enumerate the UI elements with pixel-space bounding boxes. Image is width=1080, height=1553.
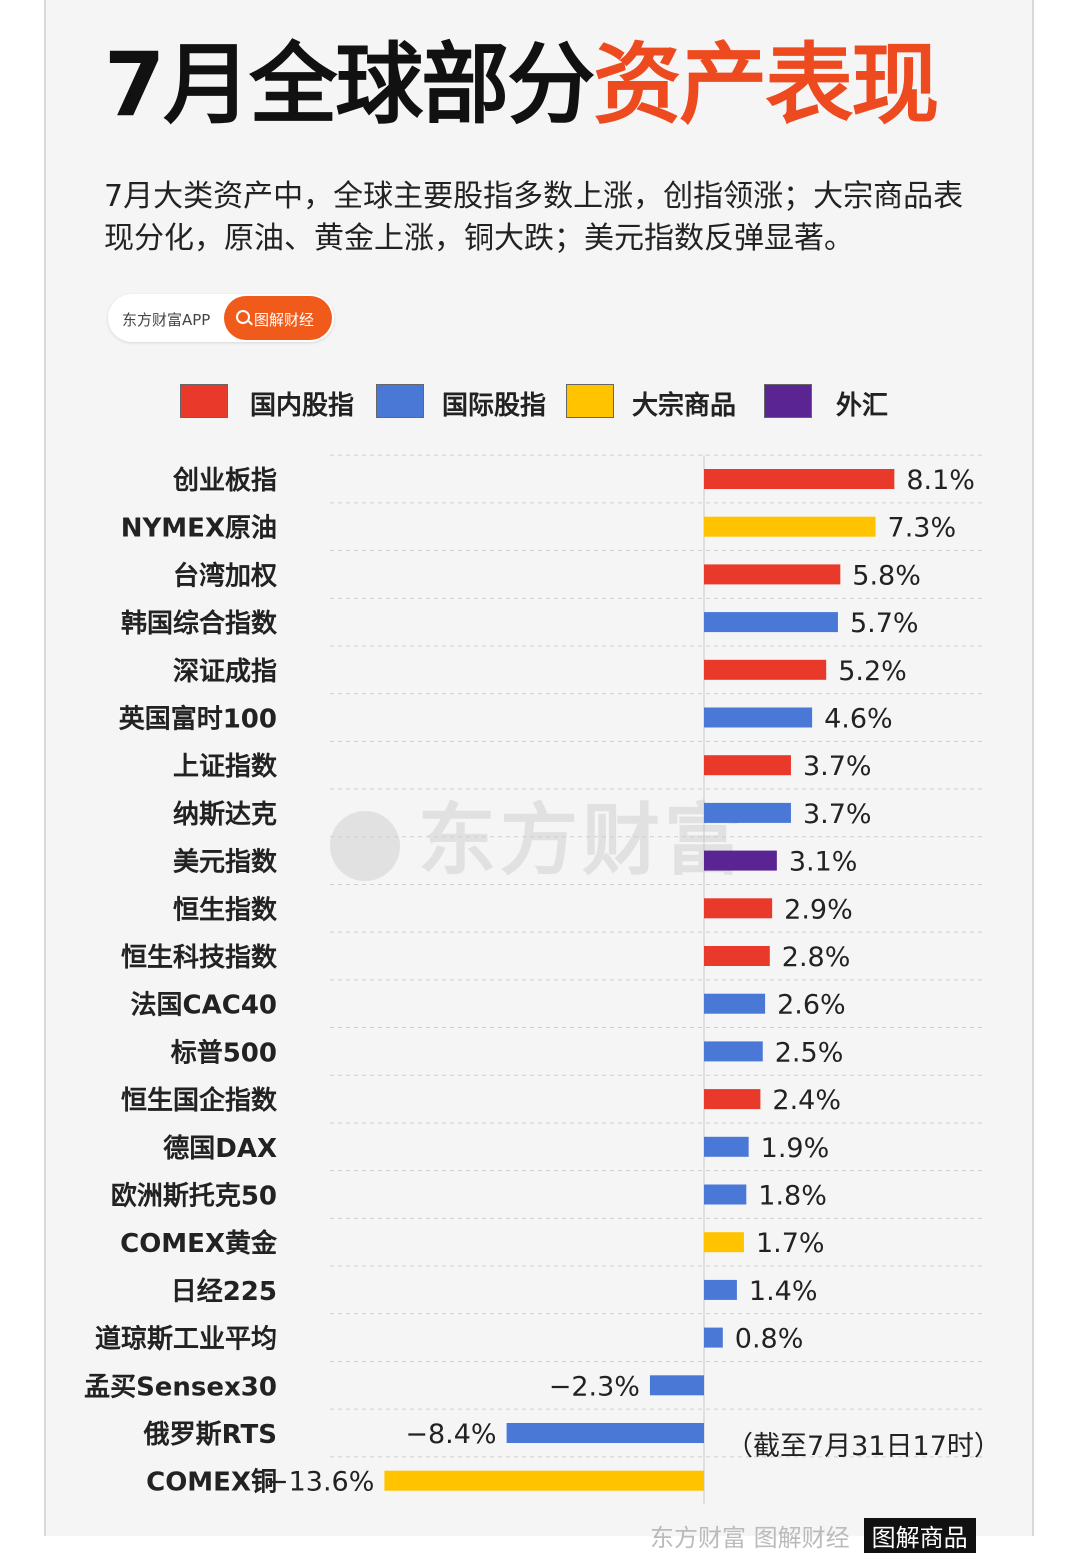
category-label: 恒生国企指数	[121, 1085, 278, 1116]
value-label: 3.7%	[803, 799, 872, 830]
value-label: 7.3%	[888, 513, 957, 544]
bar	[704, 659, 827, 680]
watermark: 东方财富	[330, 778, 746, 890]
bar	[704, 1136, 749, 1157]
legend-label-international: 国际股指	[442, 391, 547, 421]
value-label: −2.3%	[549, 1371, 640, 1402]
bar	[704, 1279, 737, 1300]
bar	[704, 1327, 723, 1348]
legend-swatch-commodity	[566, 384, 614, 418]
bar	[384, 1470, 704, 1491]
legend-label-domestic: 国内股指	[250, 391, 355, 421]
legend-label-fx: 外汇	[836, 391, 889, 421]
bar	[704, 1232, 744, 1253]
summary-text: 7月大类资产中，全球主要股指多数上涨，创指领涨；大宗商品表现分化，原油、黄金上涨…	[104, 179, 964, 256]
date-note: （截至7月31日17时）	[726, 1431, 1001, 1462]
value-label: 1.7%	[756, 1228, 825, 1259]
value-label: −13.6%	[266, 1467, 374, 1498]
value-label: 1.8%	[758, 1181, 827, 1212]
value-label: 5.7%	[850, 608, 919, 639]
category-label: 纳斯达克	[173, 799, 277, 830]
bar	[704, 1041, 763, 1062]
bar	[704, 1184, 747, 1205]
category-label: 日经225	[171, 1276, 277, 1307]
category-label: 英国富时100	[119, 704, 277, 735]
bar	[506, 1423, 704, 1443]
value-label: 2.6%	[777, 990, 846, 1021]
bar	[704, 850, 777, 871]
brand-app-label: 东方财富APP	[122, 311, 211, 329]
bar	[704, 564, 841, 585]
value-label: 2.9%	[784, 894, 853, 925]
bar	[704, 898, 773, 919]
category-label: NYMEX原油	[121, 514, 277, 544]
category-label: 德国DAX	[163, 1134, 277, 1164]
category-label: 俄罗斯RTS	[143, 1420, 277, 1450]
bar	[649, 1375, 704, 1396]
category-label: 上证指数	[173, 752, 278, 782]
value-label: 5.8%	[852, 560, 921, 591]
brand-badge: 东方财富APP 图解财经	[108, 294, 334, 342]
bar	[704, 755, 791, 776]
bar	[704, 993, 766, 1014]
bar	[704, 946, 770, 966]
value-label: 2.5%	[775, 1037, 844, 1068]
category-label: 孟买Sensex30	[84, 1372, 277, 1402]
value-label: 5.2%	[838, 656, 907, 687]
brand-pill-button[interactable]: 图解财经	[224, 296, 332, 340]
category-label: 深证成指	[173, 657, 277, 687]
bar	[704, 612, 838, 633]
value-label: 1.4%	[749, 1276, 818, 1307]
value-label: 4.6%	[824, 704, 893, 735]
value-label: 0.8%	[735, 1324, 804, 1355]
value-label: 2.4%	[772, 1085, 841, 1116]
bar	[704, 1089, 761, 1110]
category-label: COMEX铜	[146, 1468, 277, 1498]
legend-swatch-international	[376, 384, 424, 418]
watermark-logo-icon	[330, 810, 400, 881]
value-label: 8.1%	[906, 465, 975, 496]
page-title: 7月全球部分资产表现	[104, 30, 939, 140]
search-icon	[236, 310, 250, 324]
legend-label-commodity: 大宗商品	[632, 391, 737, 421]
category-label: 美元指数	[173, 847, 278, 878]
category-label: COMEX黄金	[120, 1228, 278, 1259]
category-label: 创业板指	[172, 466, 277, 496]
category-label: 欧洲斯托克50	[111, 1181, 277, 1212]
watermark-text: 东方财富	[418, 796, 747, 886]
category-label: 法国CAC40	[131, 991, 277, 1021]
value-label: 1.9%	[761, 1133, 830, 1164]
category-label: 韩国综合指数	[121, 608, 278, 639]
category-label: 恒生指数	[173, 895, 278, 925]
card-frame	[44, 0, 1034, 1536]
category-label: 台湾加权	[173, 560, 277, 591]
bar	[704, 707, 813, 728]
legend-swatch-fx	[764, 384, 812, 418]
footer-text: 东方财富 图解财经	[650, 1524, 850, 1552]
legend-swatch-domestic	[180, 384, 228, 418]
bar	[704, 469, 895, 489]
value-label: 3.7%	[803, 751, 872, 782]
bar	[704, 516, 876, 537]
brand-pill-label: 图解财经	[254, 311, 315, 329]
title-part-1: 7月全球部分	[104, 33, 595, 136]
value-label: −8.4%	[405, 1419, 496, 1450]
value-label: 2.8%	[782, 942, 851, 973]
category-label: 恒生科技指数	[121, 943, 278, 973]
bar	[704, 802, 791, 823]
value-label: 3.1%	[789, 847, 858, 878]
title-part-2: 资产表现	[593, 33, 939, 136]
category-label: 标普500	[171, 1037, 277, 1068]
category-label: 道琼斯工业平均	[95, 1324, 277, 1355]
